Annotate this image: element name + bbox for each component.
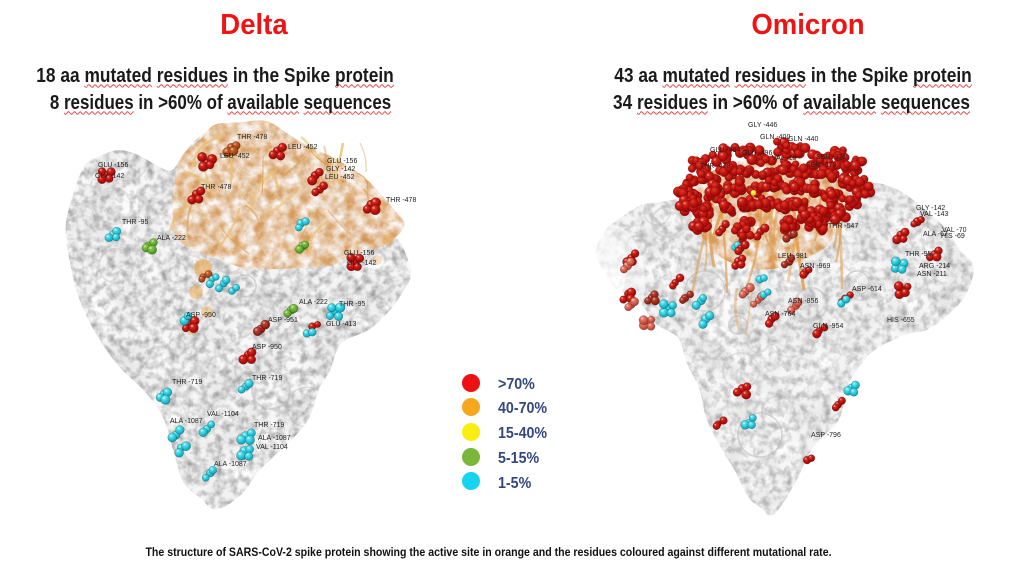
svg-text:ASP -951: ASP -951 bbox=[268, 317, 298, 324]
svg-text:SER -373: SER -373 bbox=[806, 162, 836, 169]
svg-text:ASP -950: ASP -950 bbox=[186, 312, 216, 319]
svg-text:HIS -655: HIS -655 bbox=[887, 317, 915, 324]
svg-text:GLN -954: GLN -954 bbox=[813, 323, 843, 330]
svg-text:GLU -156: GLU -156 bbox=[344, 250, 374, 257]
svg-text:THR -95: THR -95 bbox=[905, 251, 932, 258]
svg-text:VAL -70: VAL -70 bbox=[942, 227, 967, 234]
svg-text:ALA -222: ALA -222 bbox=[157, 235, 186, 242]
svg-text:ALA -1087: ALA -1087 bbox=[214, 461, 247, 468]
svg-text:LEU -452: LEU -452 bbox=[325, 174, 355, 181]
svg-text:GLU -413: GLU -413 bbox=[326, 321, 356, 328]
svg-text:GLU -484: GLU -484 bbox=[710, 147, 740, 154]
svg-text:GLY -142: GLY -142 bbox=[347, 260, 376, 267]
svg-text:THR -547: THR -547 bbox=[828, 223, 858, 230]
svg-text:ARG -214: ARG -214 bbox=[919, 263, 950, 270]
svg-text:THR -478: THR -478 bbox=[386, 197, 416, 204]
svg-text:GLN -400: GLN -400 bbox=[760, 134, 790, 141]
svg-text:ASP -950: ASP -950 bbox=[252, 344, 282, 351]
svg-text:HIS -69: HIS -69 bbox=[941, 233, 965, 240]
svg-text:THR -478: THR -478 bbox=[700, 163, 730, 170]
svg-text:ASN -856: ASN -856 bbox=[788, 298, 818, 305]
svg-text:ALA -1087: ALA -1087 bbox=[258, 435, 291, 442]
svg-text:GLY -142: GLY -142 bbox=[916, 205, 945, 212]
svg-text:ASN -969: ASN -969 bbox=[800, 263, 830, 270]
svg-text:GLN -440: GLN -440 bbox=[788, 136, 818, 143]
svg-text:VAL -143: VAL -143 bbox=[920, 211, 949, 218]
svg-text:ASP -614: ASP -614 bbox=[852, 286, 882, 293]
svg-text:THR -478: THR -478 bbox=[201, 184, 231, 191]
svg-text:SER -371: SER -371 bbox=[816, 154, 846, 161]
svg-text:THR -719: THR -719 bbox=[172, 379, 202, 386]
svg-text:THR -719: THR -719 bbox=[254, 422, 284, 429]
svg-text:LEU -981: LEU -981 bbox=[778, 253, 808, 260]
svg-text:LEU -452: LEU -452 bbox=[220, 153, 250, 160]
svg-text:THR -478: THR -478 bbox=[237, 134, 267, 141]
svg-text:ASN -764: ASN -764 bbox=[765, 311, 795, 318]
svg-text:VAL -15: VAL -15 bbox=[772, 155, 797, 162]
svg-text:GLY -446: GLY -446 bbox=[748, 122, 777, 129]
svg-text:VAL -1104: VAL -1104 bbox=[207, 411, 239, 418]
svg-text:THR -95: THR -95 bbox=[122, 219, 149, 226]
svg-text:ASN -211: ASN -211 bbox=[917, 271, 947, 278]
svg-text:ASP -796: ASP -796 bbox=[811, 432, 841, 439]
svg-text:GLU -496: GLU -496 bbox=[742, 150, 772, 157]
svg-text:GLY -142: GLY -142 bbox=[326, 166, 355, 173]
svg-text:ALA -222: ALA -222 bbox=[299, 299, 328, 306]
svg-text:GLU -156: GLU -156 bbox=[327, 158, 357, 165]
svg-text:GLU -156: GLU -156 bbox=[98, 162, 128, 169]
svg-text:ALA -1087: ALA -1087 bbox=[170, 418, 203, 425]
svg-text:THR -719: THR -719 bbox=[252, 375, 282, 382]
svg-text:GLY -142: GLY -142 bbox=[95, 173, 124, 180]
svg-text:ALA -67: ALA -67 bbox=[923, 231, 948, 238]
svg-text:VAL -1104: VAL -1104 bbox=[256, 444, 288, 451]
svg-text:THR -95: THR -95 bbox=[339, 301, 366, 308]
svg-text:LEU -452: LEU -452 bbox=[288, 144, 318, 151]
